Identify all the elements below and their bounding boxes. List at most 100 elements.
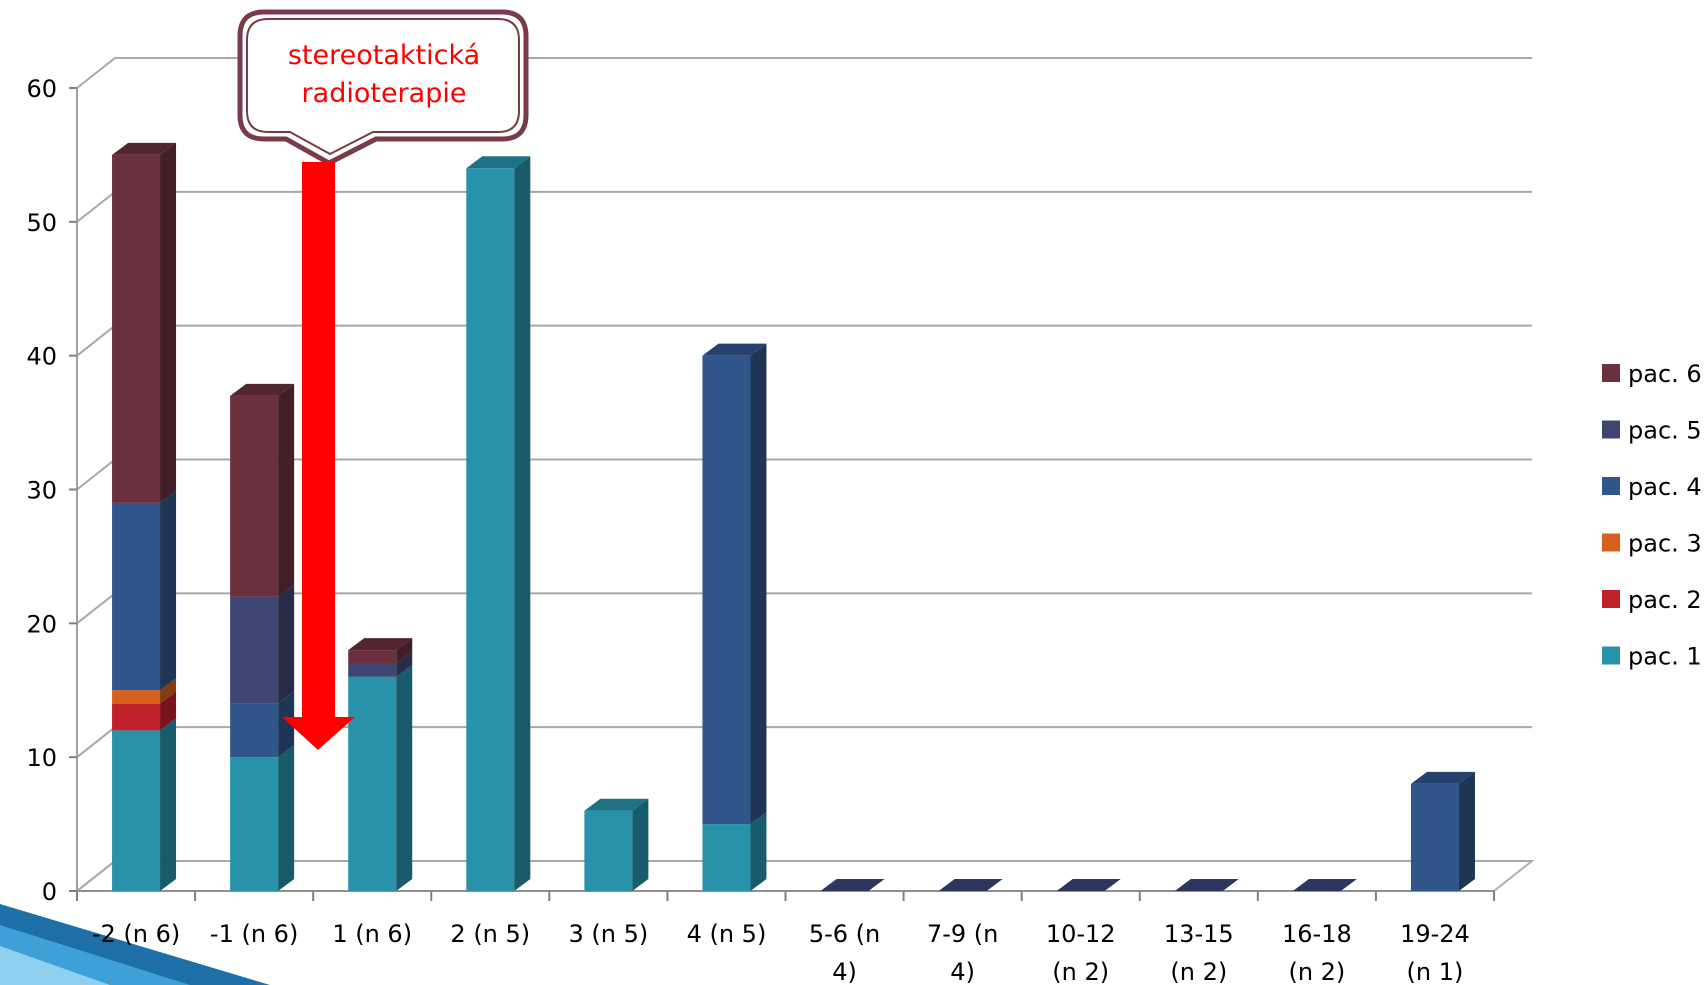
bar-segment	[112, 718, 177, 891]
bar-top	[584, 798, 649, 811]
bar-segment-front	[1410, 783, 1459, 891]
legend-swatch	[1602, 477, 1620, 495]
legend-swatch	[1602, 420, 1620, 439]
bar-segment-side	[1458, 771, 1475, 891]
bar-top	[1056, 879, 1121, 891]
x-tick-label: -1 (n 6)	[210, 920, 298, 948]
x-tick-label: (n 2)	[1170, 958, 1227, 985]
legend-label: pac. 1	[1628, 643, 1702, 671]
legend-item: pac. 6	[1602, 360, 1702, 388]
bar-segment	[112, 691, 177, 731]
bar-segment-side	[278, 383, 295, 597]
bar-top	[1292, 879, 1357, 891]
bar-segment	[702, 812, 767, 891]
bar-segment	[230, 383, 295, 597]
x-tick-label: 4 (n 5)	[687, 920, 767, 948]
bar-top	[230, 383, 295, 396]
bar-segment-front	[112, 730, 161, 891]
x-tick-label: 16-18	[1282, 920, 1352, 948]
x-tick-label: (n 1)	[1407, 958, 1464, 985]
bar-segment-front	[112, 154, 161, 503]
legend-swatch	[1602, 364, 1620, 382]
legend-swatch	[1602, 590, 1620, 608]
y-tick-label: 60	[26, 75, 57, 103]
bar-segment	[348, 638, 413, 664]
bar-top	[112, 142, 177, 155]
bar-segment-front	[230, 395, 279, 597]
callout-bubble-border	[237, 9, 529, 166]
x-tick-label: 4)	[950, 958, 975, 985]
legend-item: pac. 3	[1602, 530, 1702, 558]
chart-walls	[74, 88, 1535, 892]
gridline	[76, 324, 1532, 357]
x-tick-label: (n 2)	[1052, 958, 1109, 985]
legend-item: pac. 2	[1602, 586, 1702, 614]
bar-top	[820, 879, 885, 891]
bar-segment	[702, 343, 767, 825]
bar-segment-front	[112, 690, 161, 704]
y-axis	[69, 87, 77, 892]
legend-label: pac. 3	[1628, 530, 1702, 558]
y-tick-label: 40	[26, 343, 57, 371]
x-tick-label: (n 2)	[1288, 958, 1345, 985]
bar-segment-side	[514, 156, 531, 892]
bar-segment-side	[160, 691, 177, 731]
bar-top	[1410, 771, 1475, 784]
legend-item: pac. 5	[1602, 417, 1702, 445]
callout-line-2: radioterapie	[302, 78, 467, 109]
x-tick-labels: -2 (n 6) -1 (n 6) 1 (n 6) 2 (n 5) 3 (n 5) 4 (…	[92, 920, 1470, 985]
bar-segment-side	[750, 812, 767, 891]
callout-arrow	[282, 162, 355, 750]
bars	[112, 142, 1475, 892]
bar-segment-side	[750, 343, 767, 825]
legend-swatch	[1602, 533, 1620, 552]
bar-top	[702, 343, 767, 356]
slide-corner-decoration	[0, 904, 270, 985]
bar-segment-side	[160, 678, 177, 704]
bar-segment-side	[632, 798, 649, 891]
legend: pac. 6 pac. 5 pac. 4 pac. 3 pac. 2 pac. 1	[1602, 360, 1702, 671]
bar-segment	[1410, 771, 1475, 891]
bar-top	[938, 879, 1003, 891]
bar-segment	[348, 664, 413, 891]
x-tick-label: 2 (n 5)	[450, 920, 530, 948]
bar-segment-front	[702, 824, 751, 891]
bar-segment-front	[112, 502, 161, 691]
legend-label: pac. 6	[1628, 360, 1702, 388]
bar-segment	[230, 745, 295, 891]
bar-segment-front	[466, 168, 515, 892]
y-tick-labels: 0 10 20 30 40 50 60	[26, 75, 57, 906]
legend-item: pac. 4	[1602, 473, 1702, 501]
bar-segment-front	[112, 703, 161, 731]
bar-segment	[230, 584, 295, 704]
gridline	[76, 190, 1532, 223]
bar-segment-side	[396, 651, 413, 677]
x-tick-label: 10-12	[1046, 920, 1116, 948]
bar-segment-side	[278, 691, 295, 758]
legend-item: pac. 1	[1602, 643, 1702, 671]
y-tick-label: 50	[26, 209, 57, 237]
callout-line-1: stereotaktická	[288, 40, 480, 71]
x-tick-label: 7-9 (n	[927, 920, 998, 948]
bar-segment-front	[230, 757, 279, 891]
bar-segment	[584, 798, 649, 891]
x-tick-label: 19-24	[1400, 920, 1470, 948]
bar-segment-side	[396, 664, 413, 891]
bar-segment	[230, 691, 295, 758]
bar-segment-front	[348, 676, 397, 891]
gridline	[76, 592, 1532, 625]
bar-top	[1174, 879, 1239, 891]
bar-segment-front	[348, 663, 397, 677]
x-tick-label: 4)	[832, 958, 857, 985]
y-tick-label: 10	[26, 744, 57, 772]
x-tick-label: 13-15	[1164, 920, 1234, 948]
callout-annotation: stereotaktická radioterapie	[237, 9, 529, 750]
bar-segment-side	[278, 584, 295, 704]
bar-segment-front	[230, 596, 279, 704]
legend-swatch	[1602, 646, 1620, 665]
bar-segment-front	[702, 355, 751, 825]
bar-segment-side	[278, 745, 295, 891]
bar-top	[466, 156, 531, 169]
y-tick-label: 30	[26, 477, 57, 505]
